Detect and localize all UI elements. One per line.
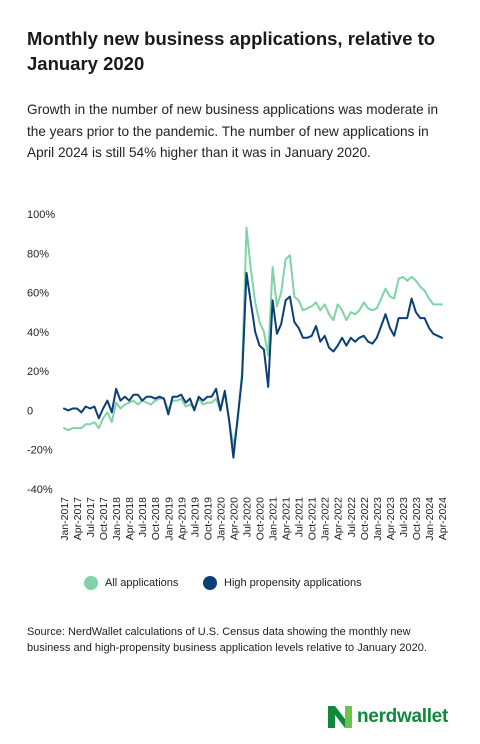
x-tick-label: Jul-2020: [241, 497, 253, 537]
x-tick-label: Jul-2017: [85, 497, 97, 537]
y-tick-label: 80%: [27, 248, 49, 260]
y-tick-label: 0: [27, 405, 33, 417]
y-tick-label: 100%: [27, 209, 55, 221]
line-chart: -40%-20%020%40%60%80%100% Jan-2017 Apr-20…: [27, 209, 449, 541]
x-tick-label: Jul-2021: [294, 497, 306, 537]
source-note: Source: NerdWallet calculations of U.S. …: [27, 626, 427, 654]
y-tick-label: -20%: [27, 445, 53, 457]
x-tick-label: Jul-2019: [189, 497, 201, 537]
series-line-all-applications: [63, 226, 443, 447]
y-tick-label: 20%: [27, 366, 49, 378]
y-tick-label: 40%: [27, 327, 49, 339]
x-tick-label: Oct-2018: [150, 497, 162, 540]
legend-swatch-high-propensity: [203, 576, 217, 590]
legend-item-all-applications: All applications: [84, 576, 178, 590]
legend-label-all: All applications: [105, 577, 179, 589]
x-tick-label: Oct-2021: [307, 497, 319, 540]
x-tick-label: Jul-2023: [398, 497, 410, 537]
x-tick-label: Jan-2021: [268, 497, 280, 541]
x-tick-label: Oct-2020: [255, 497, 267, 540]
y-tick-label: 60%: [27, 288, 49, 300]
legend-swatch-all: [84, 576, 98, 590]
x-tick-label: Oct-2017: [98, 497, 110, 540]
x-axis: Jan-2017 Apr-2017 Jul-2017 Oct-2017 Jan-2018…: [59, 497, 449, 541]
x-tick-label: Apr-2020: [228, 497, 240, 540]
y-axis: -40% -20% 0 20% 40% 60% 80% 100%: [27, 209, 55, 496]
x-tick-label: Jan-2020: [215, 497, 227, 541]
chart-title: Monthly new business applications, relat…: [27, 28, 436, 74]
legend-item-high-propensity: High propensity applications: [203, 576, 362, 590]
x-tick-label: Oct-2019: [202, 497, 214, 540]
x-tick-label: Jul-2022: [346, 497, 358, 537]
x-tick-label: Jan-2022: [320, 497, 332, 541]
x-tick-label: Jan-2018: [111, 497, 123, 541]
x-tick-label: Jan-2023: [372, 497, 384, 541]
series-lines: [63, 226, 443, 459]
x-tick-label: Apr-2019: [176, 497, 188, 540]
x-tick-label: Apr-2024: [437, 497, 449, 540]
x-tick-label: Apr-2022: [333, 497, 345, 540]
series-line-high-propensity: [63, 271, 443, 459]
y-tick-label: -40%: [27, 484, 53, 496]
x-tick-label: Apr-2023: [385, 497, 397, 540]
chart-subtitle: Growth in the number of new business app…: [27, 102, 439, 160]
x-tick-label: Jan-2024: [424, 497, 436, 541]
x-tick-label: Oct-2022: [359, 497, 371, 540]
nerdwallet-logo-text: nerdwallet: [357, 706, 448, 727]
legend-label-high-propensity: High propensity applications: [224, 577, 362, 589]
x-tick-label: Apr-2017: [72, 497, 84, 540]
x-tick-label: Apr-2018: [124, 497, 136, 540]
x-tick-label: Oct-2023: [411, 497, 423, 540]
x-tick-label: Apr-2021: [281, 497, 293, 540]
x-tick-label: Jul-2018: [137, 497, 149, 537]
x-tick-label: Jan-2019: [163, 497, 175, 541]
nerdwallet-logo: nerdwallet: [328, 706, 448, 728]
x-tick-label: Jan-2017: [59, 497, 71, 541]
nerdwallet-logo-icon: [328, 706, 352, 728]
legend: All applications High propensity applica…: [0, 574, 480, 594]
